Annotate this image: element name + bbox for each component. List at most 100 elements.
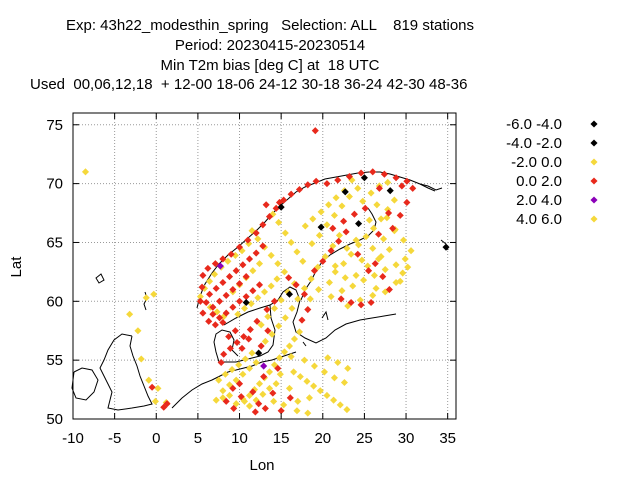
data-point — [293, 248, 301, 256]
data-point — [241, 355, 249, 363]
data-point — [373, 201, 381, 209]
data-point — [275, 218, 283, 226]
data-point — [304, 181, 312, 189]
data-point — [260, 373, 268, 381]
data-point — [263, 306, 271, 314]
data-point — [259, 221, 267, 229]
x-tick-label: 20 — [314, 430, 331, 447]
data-point — [317, 208, 325, 216]
data-point — [260, 362, 268, 370]
data-point — [338, 287, 346, 295]
data-point — [238, 344, 246, 352]
data-point — [331, 262, 339, 270]
title-line-3: Min T2m bias [deg C] at 18 UTC — [160, 57, 380, 74]
data-point — [205, 317, 213, 325]
data-point — [272, 380, 280, 388]
y-axis-label: Lat — [8, 256, 25, 278]
data-point — [209, 303, 217, 311]
data-point — [290, 335, 299, 343]
data-point — [372, 284, 380, 292]
title-line-2: Period: 20230415-20230514 — [174, 37, 366, 54]
data-point — [386, 187, 394, 195]
data-point — [396, 277, 404, 285]
coastline-faroe — [95, 273, 105, 284]
data-point — [211, 260, 219, 268]
data-point — [145, 376, 153, 384]
data-point — [294, 397, 302, 405]
data-point — [370, 224, 378, 232]
data-point — [343, 406, 351, 414]
data-point — [359, 197, 367, 205]
data-point — [229, 286, 237, 294]
data-point — [370, 271, 378, 279]
data-point — [227, 250, 235, 258]
data-point — [310, 362, 318, 370]
data-point — [311, 127, 319, 135]
data-point — [246, 326, 254, 334]
data-point — [343, 244, 351, 252]
data-point — [242, 293, 250, 301]
data-point — [327, 247, 335, 255]
x-tick-label: 10 — [231, 430, 248, 447]
data-point — [225, 391, 234, 399]
data-point — [235, 280, 244, 288]
x-tick-label: 25 — [356, 430, 373, 447]
x-tick-label: 0 — [152, 430, 160, 447]
data-point — [357, 169, 365, 177]
data-point — [396, 211, 404, 219]
data-point — [254, 294, 262, 302]
data-point — [232, 400, 240, 408]
data-point — [296, 373, 304, 381]
data-point — [310, 382, 318, 390]
data-point — [216, 262, 224, 270]
data-point — [300, 356, 309, 364]
data-point — [245, 255, 254, 263]
data-point — [245, 335, 253, 343]
data-point — [336, 401, 344, 409]
data-point — [304, 306, 312, 314]
data-point — [269, 389, 277, 397]
coastline-ireland — [71, 367, 99, 401]
data-point — [308, 240, 316, 248]
y-tick-label: 65 — [46, 234, 63, 251]
data-point — [222, 309, 230, 317]
data-point — [360, 276, 368, 284]
legend-marker — [590, 215, 598, 223]
data-point — [240, 333, 248, 341]
data-point — [369, 244, 377, 252]
data-point — [317, 223, 325, 231]
data-point — [277, 203, 285, 211]
coastline-jutland — [213, 329, 239, 363]
data-point — [292, 281, 300, 289]
axis-ticks — [72, 113, 456, 420]
data-point — [323, 180, 331, 188]
y-tick-label: 70 — [46, 176, 63, 193]
data-point — [224, 257, 232, 265]
data-point — [196, 293, 204, 301]
data-point — [375, 230, 383, 238]
y-tick-label: 55 — [46, 352, 63, 369]
data-point — [232, 267, 240, 275]
data-point — [319, 257, 327, 265]
data-point — [398, 182, 406, 190]
data-point — [323, 391, 331, 399]
data-point — [274, 364, 282, 372]
data-point — [277, 296, 285, 304]
data-point — [225, 273, 234, 281]
data-point — [295, 328, 304, 336]
data-point — [249, 388, 257, 396]
data-point — [237, 393, 245, 401]
data-point — [354, 184, 362, 192]
data-point — [365, 267, 373, 275]
data-point — [335, 231, 343, 239]
data-point — [335, 237, 343, 245]
data-point — [249, 287, 257, 295]
data-point — [288, 304, 296, 312]
data-point — [300, 284, 309, 292]
data-point — [375, 184, 383, 192]
grid-lines — [73, 113, 456, 419]
data-point — [349, 282, 357, 290]
data-point — [401, 255, 409, 263]
data-point — [225, 333, 233, 341]
data-point — [267, 282, 275, 290]
